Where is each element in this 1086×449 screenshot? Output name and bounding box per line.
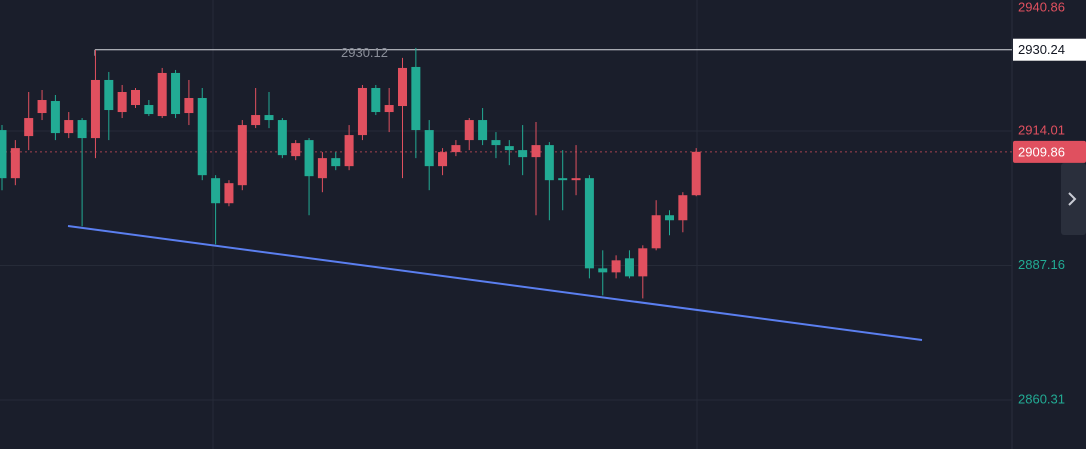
candle-body [651, 215, 661, 249]
candle-body [171, 72, 181, 115]
candle-body [224, 183, 234, 204]
candle-body [24, 118, 34, 137]
candle-body [384, 105, 394, 113]
scroll-button[interactable] [1061, 163, 1086, 235]
candle-body [344, 135, 354, 167]
candle-body [424, 130, 434, 167]
candle-body [104, 79, 114, 111]
last-price-label: 2909.86 [1018, 144, 1065, 159]
candle-body [624, 258, 634, 277]
candle-body [197, 98, 207, 176]
chevron-icon [1068, 192, 1077, 206]
y-tick-label: 2860.31 [1018, 391, 1065, 406]
candle-body [144, 105, 154, 115]
y-tick-label: 2940.86 [1018, 0, 1065, 14]
candle-body [518, 150, 528, 158]
candle-body [10, 148, 20, 179]
candle-body [531, 145, 541, 158]
candle-body [237, 125, 247, 186]
candle-body [491, 140, 501, 146]
candle-body [157, 72, 167, 117]
candle-body [478, 120, 488, 141]
candles [0, 47, 701, 299]
candle-body [371, 87, 381, 113]
candle-body [117, 91, 127, 113]
candle-body [598, 268, 608, 273]
candle-body [438, 152, 448, 167]
candle-body [411, 66, 421, 131]
y-tick-label: 2887.16 [1018, 257, 1065, 272]
candle-body [504, 146, 514, 151]
annotation: 2930.12 [341, 45, 388, 60]
candle-body [638, 248, 648, 277]
candle-body [584, 178, 594, 269]
candle-body [211, 178, 221, 204]
candle-body [558, 178, 568, 181]
candle-body [611, 260, 621, 273]
candle-body [277, 120, 287, 156]
candle-body [304, 140, 314, 177]
candle-body [331, 158, 341, 167]
candle-body [37, 100, 47, 114]
trend-line [67, 225, 923, 341]
candle-body [665, 215, 674, 221]
candle-body [184, 98, 194, 114]
last-price-box [1013, 140, 1086, 163]
candle-body [131, 89, 140, 106]
axis-labels: 2860.31 2887.16 2914.01 2940.86 2930.24 2930.… [341, 0, 1086, 406]
scroll-button-bg[interactable] [1061, 163, 1086, 235]
candle-body [50, 101, 60, 134]
candle-body [571, 178, 581, 181]
candle-body [691, 151, 701, 196]
candle-body [398, 67, 407, 107]
candle-body [464, 120, 474, 141]
candle-body [90, 79, 100, 139]
candle-body [77, 120, 87, 139]
grid [0, 49, 1012, 401]
candle-body [291, 143, 301, 157]
candle-body [357, 87, 367, 136]
price-line-label: 2930.24 [1018, 42, 1065, 57]
price-line-box [1013, 38, 1086, 61]
y-tick-label: 2914.01 [1018, 122, 1065, 137]
candle-body [64, 120, 74, 134]
candle-body [544, 145, 554, 181]
candle-body [678, 195, 688, 221]
candle-body [264, 115, 274, 121]
candle-body [251, 115, 261, 126]
candle-body [0, 130, 7, 179]
candle-body [317, 158, 327, 179]
candle-body [451, 145, 461, 153]
